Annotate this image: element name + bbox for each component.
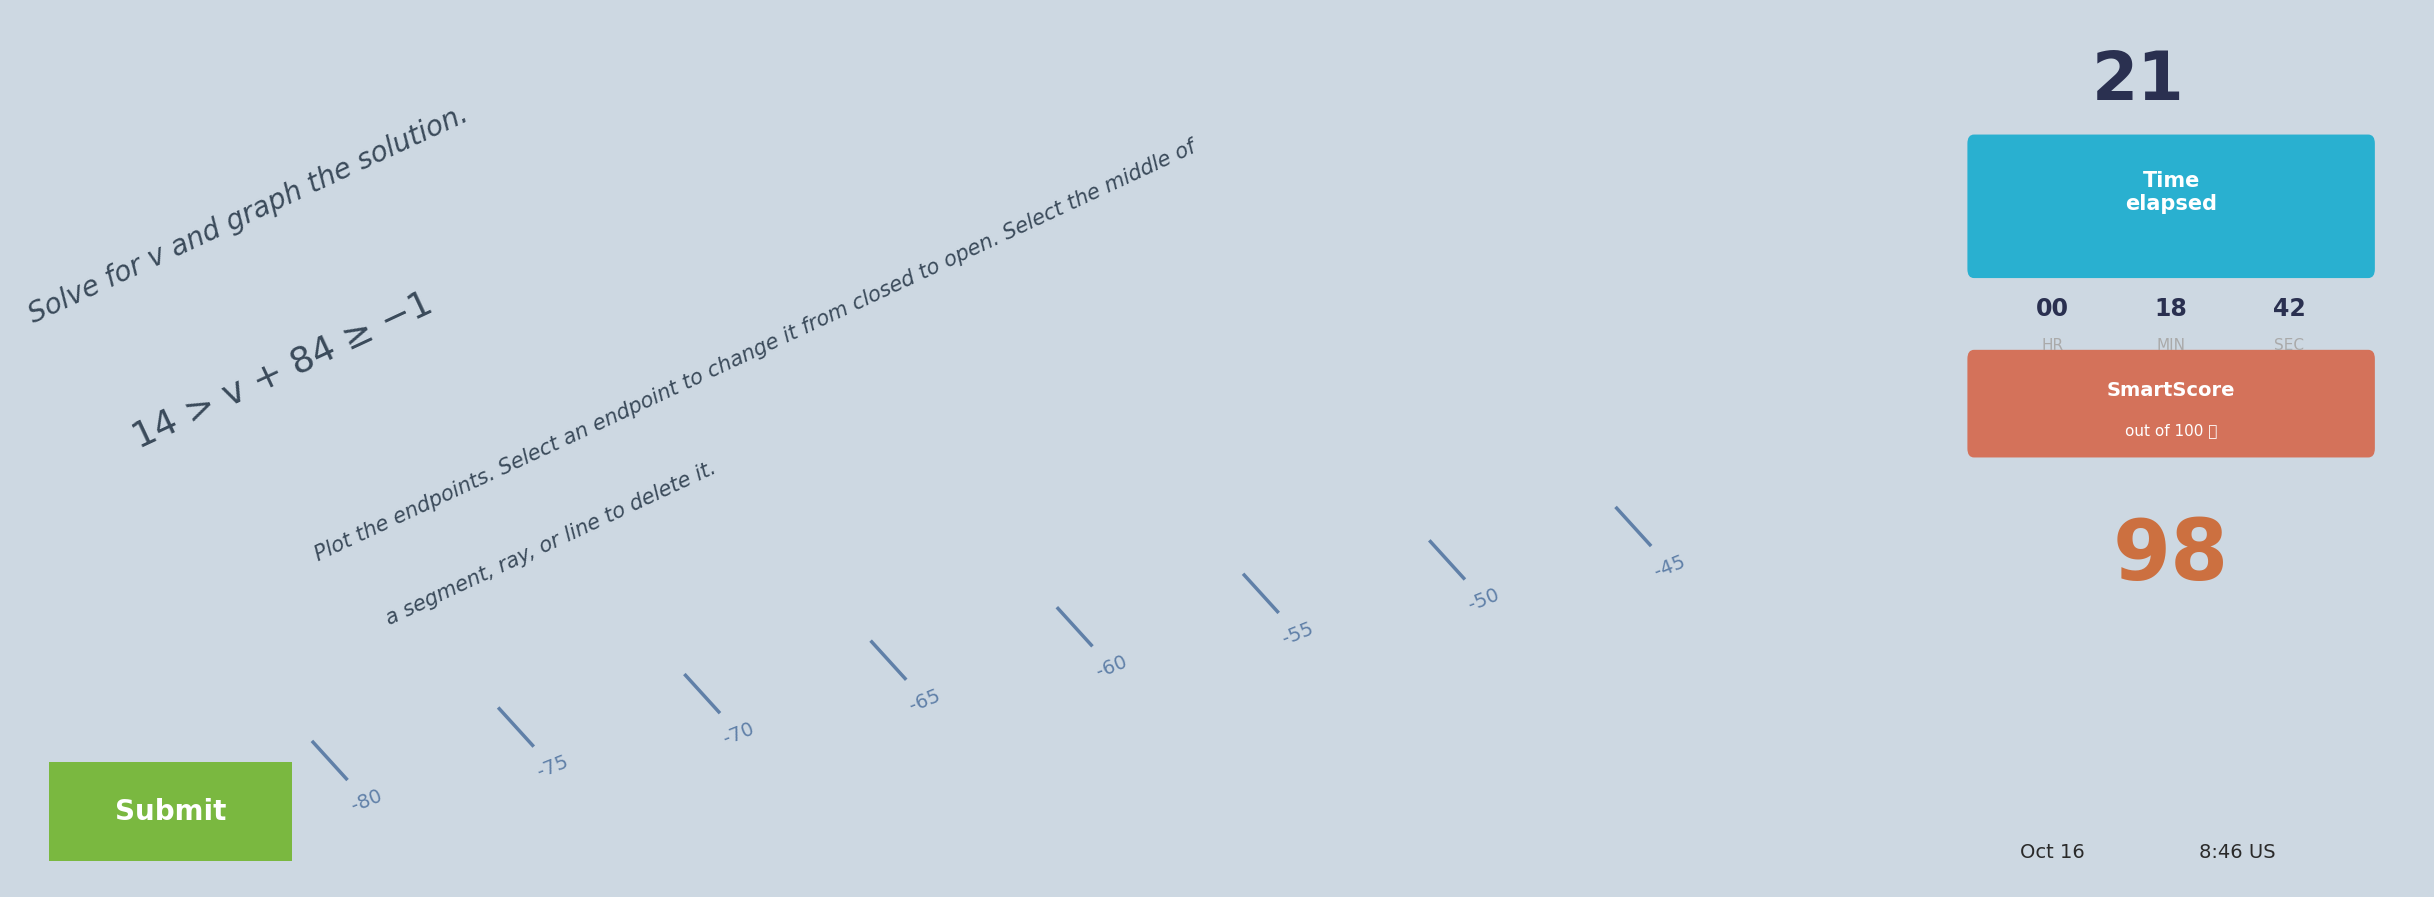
Text: SEC: SEC <box>2273 338 2305 353</box>
Text: -85: -85 <box>161 819 200 849</box>
Text: -60: -60 <box>1093 652 1129 682</box>
Text: 42: 42 <box>2273 298 2305 321</box>
Text: a segment, ray, or line to delete it.: a segment, ray, or line to delete it. <box>382 457 718 629</box>
Text: -70: -70 <box>720 719 757 749</box>
Text: -75: -75 <box>533 753 572 782</box>
Text: Time
elapsed: Time elapsed <box>2125 171 2217 214</box>
Text: -65: -65 <box>905 685 944 715</box>
Text: -45: -45 <box>1653 552 1689 581</box>
Text: 8:46 US: 8:46 US <box>2198 842 2276 862</box>
Text: -80: -80 <box>348 786 385 815</box>
Text: Plot the endpoints. Select an endpoint to change it from closed to open. Select : Plot the endpoints. Select an endpoint t… <box>312 137 1198 565</box>
FancyBboxPatch shape <box>1967 350 2376 457</box>
FancyBboxPatch shape <box>34 756 307 867</box>
Text: Oct 16: Oct 16 <box>2020 842 2086 862</box>
Text: 18: 18 <box>2154 298 2188 321</box>
Text: 14 > v + 84 ≥ −1: 14 > v + 84 ≥ −1 <box>127 286 438 455</box>
Text: out of 100 ⓘ: out of 100 ⓘ <box>2125 423 2217 438</box>
Text: 00: 00 <box>2037 298 2069 321</box>
Text: -50: -50 <box>1465 586 1502 615</box>
Text: 98: 98 <box>2113 516 2230 597</box>
Text: Submit: Submit <box>114 797 226 826</box>
Text: 21: 21 <box>2091 48 2186 114</box>
Text: SmartScore: SmartScore <box>2108 380 2234 400</box>
Text: Solve for v and graph the solution.: Solve for v and graph the solution. <box>24 100 472 328</box>
Text: MIN: MIN <box>2157 338 2186 353</box>
Text: -55: -55 <box>1278 619 1317 649</box>
Text: HR: HR <box>2042 338 2064 353</box>
FancyBboxPatch shape <box>1967 135 2376 278</box>
